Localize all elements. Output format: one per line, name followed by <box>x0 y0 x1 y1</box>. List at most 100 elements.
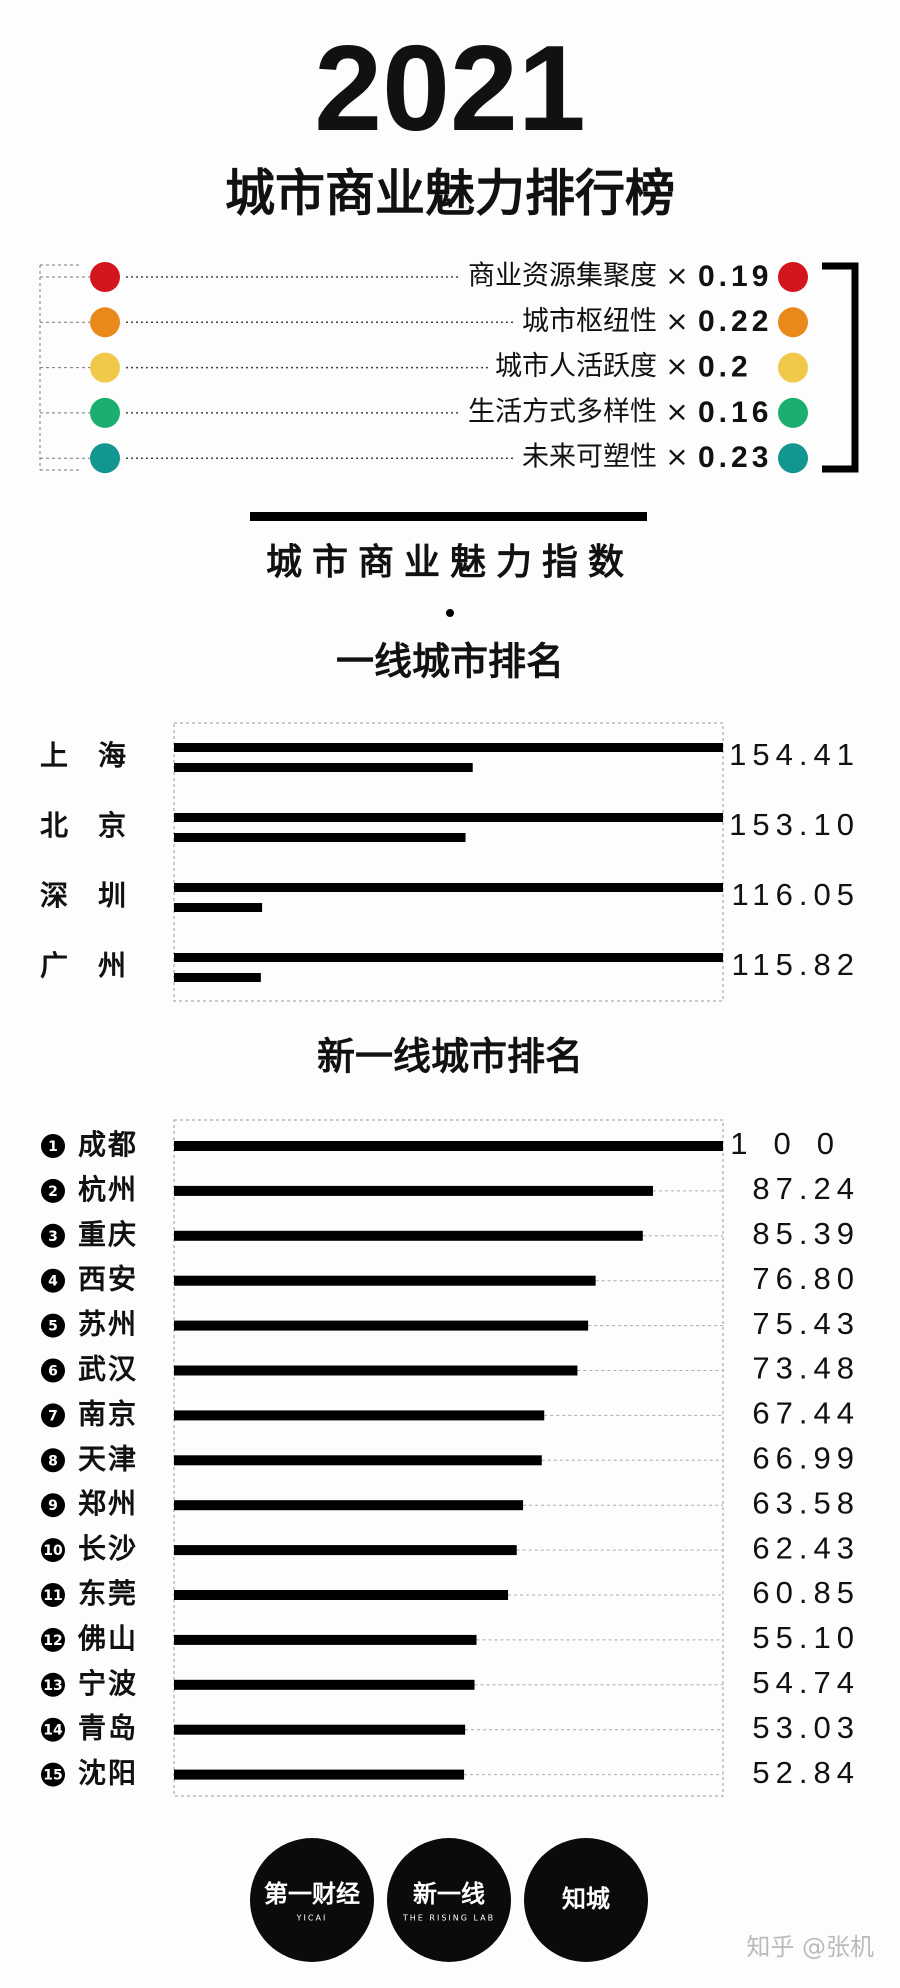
value-label: 53.03 <box>752 1710 860 1745</box>
chart-title: 一线城市排名 <box>336 640 564 684</box>
weight-value: 0.22 <box>698 305 772 338</box>
logo-sub: THE RISING LAB <box>402 1914 495 1923</box>
logo-circle <box>524 1838 648 1962</box>
weight-value: 0.16 <box>698 396 772 429</box>
value-label: 60.85 <box>752 1575 860 1610</box>
value-label: 63.58 <box>752 1485 860 1520</box>
multiplier: × <box>665 304 688 337</box>
weight-name: 城市枢纽性 <box>522 306 657 337</box>
logo-circle <box>387 1838 511 1962</box>
bar <box>174 1769 465 1780</box>
weight-name: 未来可塑性 <box>522 442 657 473</box>
bar <box>174 1320 589 1331</box>
rank-badge <box>41 1358 65 1383</box>
bar <box>174 1275 596 1286</box>
value-label: 116.05 <box>731 877 860 912</box>
rank: 3 <box>48 1229 58 1245</box>
weight-dot <box>90 262 120 292</box>
city-name: 郑州 <box>78 1487 138 1520</box>
value-label: 62.43 <box>752 1530 860 1565</box>
rank: 9 <box>48 1498 58 1514</box>
rank-badge <box>41 1717 65 1742</box>
city-name: 深圳 <box>40 879 156 912</box>
rank: 6 <box>48 1364 58 1380</box>
rank-badge <box>41 1178 65 1203</box>
bar <box>174 743 723 752</box>
weight-dot <box>778 397 808 428</box>
value-label: 154.41 <box>729 737 860 772</box>
rank: 5 <box>48 1319 58 1335</box>
bullet <box>446 609 454 617</box>
city-name: 长沙 <box>78 1532 138 1565</box>
bar <box>174 763 473 772</box>
chart-frame <box>173 722 724 1002</box>
rank-badge <box>41 1223 65 1248</box>
bar <box>174 1230 643 1241</box>
bar <box>174 973 261 982</box>
city-name: 南京 <box>78 1397 138 1430</box>
watermark: 知乎 @张机 <box>746 1933 874 1961</box>
value-label: 153.10 <box>729 807 860 842</box>
rank-badge <box>41 1448 65 1473</box>
bar <box>174 1634 477 1645</box>
rank-badge <box>41 1672 65 1697</box>
value-label: 52.84 <box>752 1755 860 1790</box>
weight-dot <box>90 443 120 474</box>
title: 城市商业魅力排行榜 <box>225 165 675 223</box>
bar <box>174 1455 542 1466</box>
weight-dot <box>90 307 120 338</box>
value-label: 54.74 <box>752 1665 860 1700</box>
chart-title: 新一线城市排名 <box>317 1035 583 1079</box>
rank-badge <box>41 1583 65 1607</box>
weight-name: 商业资源集聚度 <box>468 261 657 292</box>
value-label: 85.39 <box>752 1216 860 1251</box>
multiplier: × <box>665 395 688 428</box>
weight-dot <box>778 352 808 383</box>
rank: 2 <box>48 1184 58 1200</box>
year: 2021 <box>314 20 585 156</box>
bar <box>174 833 466 842</box>
rank: 11 <box>43 1588 62 1604</box>
index-heading: 城市商业魅力指数 <box>266 542 634 583</box>
value-label: 87.24 <box>752 1171 860 1206</box>
value-label: 100 <box>730 1126 860 1161</box>
bar <box>174 953 723 962</box>
city-name: 苏州 <box>78 1308 138 1341</box>
rank-badge <box>41 1627 65 1652</box>
weight-value: 0.2 <box>698 351 752 384</box>
city-name: 东莞 <box>78 1577 138 1610</box>
city-name: 佛山 <box>77 1622 138 1655</box>
city-name: 上海 <box>40 739 156 772</box>
rank: 10 <box>43 1543 63 1559</box>
value-label: 66.99 <box>752 1440 860 1475</box>
bar <box>174 903 263 912</box>
weight-name: 生活方式多样性 <box>468 396 657 427</box>
city-name: 沈阳 <box>78 1757 138 1790</box>
bar <box>174 1679 475 1690</box>
logo-name: 第一财经 <box>264 1880 360 1908</box>
city-name: 北京 <box>40 809 156 842</box>
rank-badge <box>41 1493 65 1518</box>
heading-bar <box>250 512 647 521</box>
rank-badge <box>41 1538 65 1563</box>
logo-name: 知城 <box>562 1885 610 1913</box>
weight-dot <box>778 262 808 292</box>
bar <box>174 813 723 822</box>
logo-sub: YICAI <box>296 1914 328 1923</box>
rank: 14 <box>43 1723 63 1739</box>
city-name: 青岛 <box>78 1712 138 1745</box>
bracket <box>822 262 859 473</box>
weight-dot <box>90 397 120 428</box>
bar <box>174 1185 653 1196</box>
city-name: 成都 <box>78 1128 138 1161</box>
city-name: 广州 <box>40 949 156 982</box>
bar <box>174 1724 466 1735</box>
bar <box>174 1141 723 1151</box>
multiplier: × <box>665 350 688 383</box>
value-label: 55.10 <box>752 1620 860 1655</box>
multiplier: × <box>665 440 688 473</box>
rank-badge <box>41 1313 65 1338</box>
